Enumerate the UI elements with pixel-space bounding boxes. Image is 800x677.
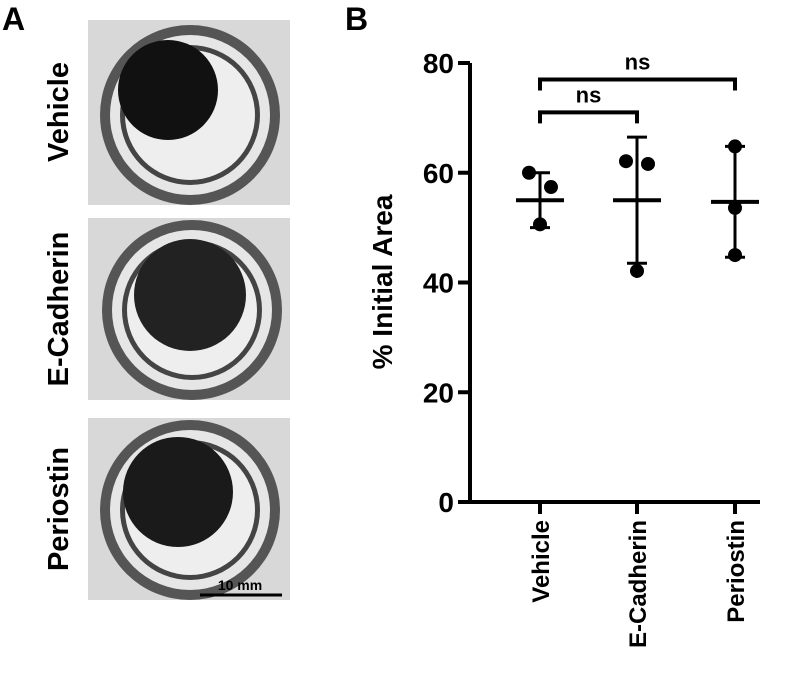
significance-bracket <box>538 77 737 91</box>
scale-bar-label: 10 mm <box>218 577 262 593</box>
significance-bracket <box>538 110 639 124</box>
well-image <box>88 418 290 600</box>
data-point <box>533 217 547 232</box>
row-label: E-Cadherin <box>43 232 75 387</box>
x-tick-label: Periostin <box>723 520 750 623</box>
significance-label: ns <box>576 82 602 107</box>
panel-label: A <box>2 1 25 37</box>
well-image <box>88 20 290 205</box>
data-point <box>641 156 655 171</box>
x-tick-label: E-Cadherin <box>625 520 652 648</box>
y-tick-label: 60 <box>423 158 454 189</box>
row-label: Periostin <box>43 447 75 571</box>
data-point <box>544 180 558 195</box>
panel-label: B <box>345 1 368 37</box>
x-tick-label: Vehicle <box>528 520 555 603</box>
well-image <box>88 218 290 400</box>
data-point <box>522 165 536 180</box>
y-tick-label: 0 <box>438 487 454 518</box>
data-point <box>630 263 644 278</box>
data-point <box>619 154 633 169</box>
row-label: Vehicle <box>43 62 75 162</box>
y-tick-label: 40 <box>423 268 454 299</box>
significance-label: ns <box>625 49 651 74</box>
y-tick-label: 80 <box>423 48 454 79</box>
data-point <box>728 248 742 263</box>
data-point <box>728 200 742 215</box>
image-panel: 10 mm Vehicle E-Cadherin Periostin <box>43 20 290 600</box>
data-point <box>728 139 742 154</box>
y-tick-label: 20 <box>423 377 454 408</box>
y-axis-title: % Initial Area <box>367 194 398 369</box>
